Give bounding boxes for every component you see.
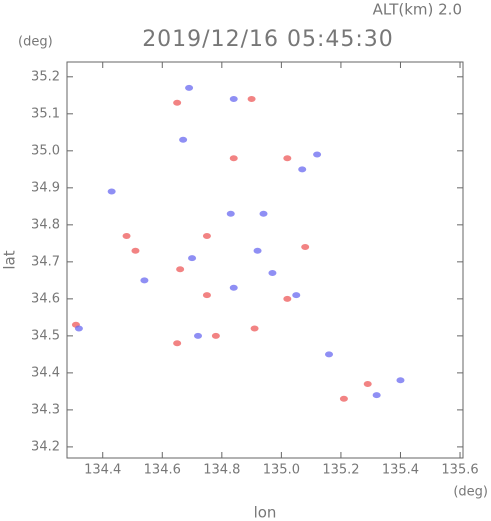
echo-cell bbox=[283, 295, 292, 302]
y-tick-label: 35.0 bbox=[31, 143, 60, 158]
echo-cell bbox=[131, 247, 140, 254]
echo-cell bbox=[268, 269, 277, 276]
echo-cell bbox=[188, 255, 197, 262]
echo-cell bbox=[173, 340, 182, 347]
echo-cell bbox=[250, 325, 259, 332]
echo-cell bbox=[259, 210, 268, 217]
echo-cell bbox=[211, 332, 220, 339]
y-tick-label: 34.3 bbox=[31, 402, 60, 417]
x-tick-label: 134.4 bbox=[84, 463, 121, 478]
echo-cell bbox=[107, 188, 116, 195]
y-unit: (deg) bbox=[18, 35, 53, 50]
y-tick-label: 34.9 bbox=[31, 180, 60, 195]
y-tick-label: 34.7 bbox=[31, 254, 60, 269]
y-tick-label: 34.8 bbox=[31, 217, 60, 232]
echo-cell bbox=[179, 136, 188, 143]
echo-cell bbox=[313, 151, 322, 158]
y-tick-label: 34.2 bbox=[31, 439, 60, 454]
echo-cell bbox=[140, 277, 149, 284]
echo-cell bbox=[292, 292, 301, 299]
echo-cell bbox=[229, 284, 238, 291]
x-axis-label: lon bbox=[254, 504, 277, 521]
echo-cell bbox=[372, 392, 381, 399]
echo-cell bbox=[194, 332, 203, 339]
echo-cell bbox=[247, 96, 256, 103]
y-tick-label: 34.6 bbox=[31, 291, 60, 306]
echo-cell bbox=[253, 247, 262, 254]
echo-cell bbox=[298, 166, 307, 173]
x-tick-label: 134.8 bbox=[203, 463, 240, 478]
x-tick-label: 135.0 bbox=[263, 463, 300, 478]
echo-cell bbox=[229, 155, 238, 162]
echo-cell bbox=[301, 244, 310, 251]
y-tick-label: 35.2 bbox=[31, 69, 60, 84]
echo-cell bbox=[229, 96, 238, 103]
plot-frame bbox=[66, 61, 464, 459]
x-tick-label: 135.2 bbox=[322, 463, 359, 478]
x-tick-label: 135.6 bbox=[441, 463, 478, 478]
echo-cell bbox=[122, 232, 131, 239]
chart-title: 2019/12/16 05:45:30 bbox=[142, 27, 394, 52]
echo-cell bbox=[325, 351, 334, 358]
echo-cell bbox=[176, 266, 185, 273]
echo-cell bbox=[173, 99, 182, 106]
echo-cell bbox=[74, 325, 83, 332]
echo-cell bbox=[202, 292, 211, 299]
echo-cell bbox=[202, 232, 211, 239]
echo-cell bbox=[396, 377, 405, 384]
y-axis-label: lat bbox=[1, 250, 19, 269]
echo-cell bbox=[339, 395, 348, 402]
echo-cell bbox=[363, 380, 372, 387]
echo-cell bbox=[283, 155, 292, 162]
x-tick-label: 135.4 bbox=[382, 463, 419, 478]
echo-cell bbox=[185, 84, 194, 91]
x-unit: (deg) bbox=[453, 485, 488, 500]
echo-cell bbox=[226, 210, 235, 217]
x-tick-label: 134.6 bbox=[144, 463, 181, 478]
y-tick-label: 35.1 bbox=[31, 106, 60, 121]
altitude-label: ALT(km) 2.0 bbox=[373, 1, 462, 19]
y-tick-label: 34.4 bbox=[31, 365, 60, 380]
y-tick-label: 34.5 bbox=[31, 328, 60, 343]
